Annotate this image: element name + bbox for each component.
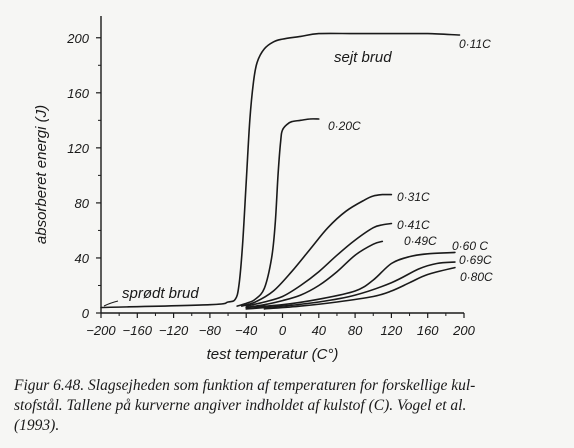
series-label-4: 0·41C (397, 218, 430, 232)
y-axis-title: absorberet energi (J) (33, 105, 50, 244)
figure-caption: Figur 6.48. Slagsejheden som funktion af… (14, 376, 562, 436)
caption-line-1: Figur 6.48. Slagsejheden som funktion af… (14, 377, 476, 394)
series-line-7 (245, 261, 456, 310)
x-tick-label: 40 (312, 323, 327, 338)
series-label-7: 0·69C (459, 253, 492, 267)
series-line-6 (245, 251, 456, 309)
x-tick-label: −80 (199, 323, 222, 338)
x-tick-label: −200 (86, 323, 116, 338)
x-tick-label: 200 (452, 323, 475, 338)
series-line-5 (245, 240, 384, 309)
chart-svg: −200 −160 −120 −80 −40 0 40 80 120 160 200 0 40 80 120… (33, 16, 493, 363)
series-label-5: 0·49C (404, 234, 437, 248)
x-axis-title: test temperatur (C°) (207, 346, 339, 363)
y-tick-label: 120 (67, 141, 89, 156)
series-label-3: 0·31C (397, 190, 430, 204)
series-line-3 (240, 193, 393, 307)
x-tick-label: 120 (381, 323, 403, 338)
impact-energy-chart: −200 −160 −120 −80 −40 0 40 80 120 160 200 0 40 80 120… (33, 16, 493, 363)
annotation-pointer (103, 300, 119, 307)
x-tick-label: 80 (348, 323, 363, 338)
series-line-1 (100, 32, 461, 309)
series-label-6: 0·60 C (452, 239, 488, 253)
caption-line-2: stofstål. Tallene på kurverne angiver in… (14, 397, 467, 414)
y-tick-label: 160 (67, 86, 89, 101)
y-tick-label: 80 (75, 196, 90, 211)
series-label-8: 0·80C (460, 270, 493, 284)
caption-line-3: (1993). (14, 417, 60, 434)
x-tick-label: −40 (235, 323, 258, 338)
annotation-sejt-brud: sejt brud (334, 49, 392, 66)
y-tick-label: 40 (75, 251, 90, 266)
x-tick-label: 160 (417, 323, 439, 338)
series-line-2 (236, 118, 320, 307)
x-tick-label: −120 (159, 323, 189, 338)
x-tick-label: 0 (279, 323, 287, 338)
y-tick-label: 0 (82, 306, 90, 321)
annotation-sprodt-brud: sprødt brud (122, 285, 199, 302)
series-line-8 (263, 266, 456, 310)
x-tick-label: −160 (123, 323, 153, 338)
series-label-1: 0·11C (459, 37, 491, 51)
series-label-2: 0·20C (328, 119, 361, 133)
series-line-4 (245, 222, 393, 307)
y-tick-label: 200 (66, 31, 89, 46)
